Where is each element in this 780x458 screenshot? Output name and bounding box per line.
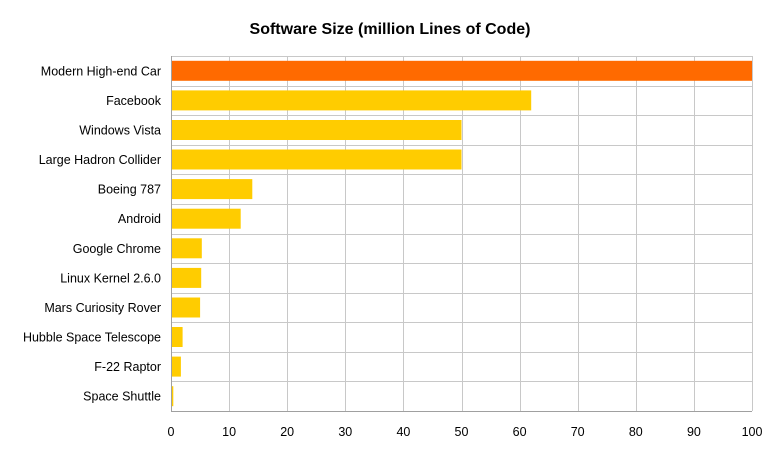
x-tick-label: 80 bbox=[629, 425, 643, 439]
category-label: Large Hadron Collider bbox=[39, 153, 161, 167]
bars bbox=[171, 60, 752, 407]
bar bbox=[171, 149, 462, 170]
category-label: Facebook bbox=[106, 94, 162, 108]
category-label: F-22 Raptor bbox=[94, 360, 161, 374]
x-tick-label: 70 bbox=[571, 425, 585, 439]
bar bbox=[171, 238, 202, 259]
x-tick-label: 60 bbox=[513, 425, 527, 439]
x-tick-labels: 0 10 20 30 40 50 60 70 80 90 100 bbox=[168, 425, 763, 439]
x-tick-label: 90 bbox=[687, 425, 701, 439]
category-label: Google Chrome bbox=[73, 242, 161, 256]
category-labels: Modern High-end Car Facebook Windows Vista… bbox=[23, 64, 162, 403]
category-label: Windows Vista bbox=[79, 124, 161, 138]
x-tick-label: 40 bbox=[396, 425, 410, 439]
bar bbox=[171, 120, 462, 140]
bar bbox=[171, 327, 183, 347]
bar bbox=[171, 60, 752, 81]
x-tick-label: 10 bbox=[222, 425, 236, 439]
bar bbox=[171, 297, 201, 318]
category-label: Boeing 787 bbox=[98, 183, 161, 197]
category-label: Linux Kernel 2.6.0 bbox=[60, 271, 161, 285]
category-label: Mars Curiosity Rover bbox=[44, 301, 161, 315]
bar bbox=[171, 90, 532, 111]
x-tick-label: 100 bbox=[742, 425, 763, 439]
x-tick-label: 30 bbox=[338, 425, 352, 439]
bar bbox=[171, 208, 241, 229]
bar bbox=[171, 267, 202, 288]
category-label: Modern High-end Car bbox=[41, 64, 161, 78]
category-label: Hubble Space Telescope bbox=[23, 331, 161, 345]
x-tick-label: 50 bbox=[455, 425, 469, 439]
axes bbox=[171, 56, 752, 412]
category-label: Space Shuttle bbox=[83, 390, 161, 404]
bar bbox=[171, 179, 253, 200]
chart-title: Software Size (million Lines of Code) bbox=[250, 21, 531, 38]
bar bbox=[171, 356, 181, 377]
bar bbox=[171, 386, 174, 407]
x-tick-label: 0 bbox=[168, 425, 175, 439]
category-label: Android bbox=[118, 212, 161, 226]
x-tick-label: 20 bbox=[280, 425, 294, 439]
